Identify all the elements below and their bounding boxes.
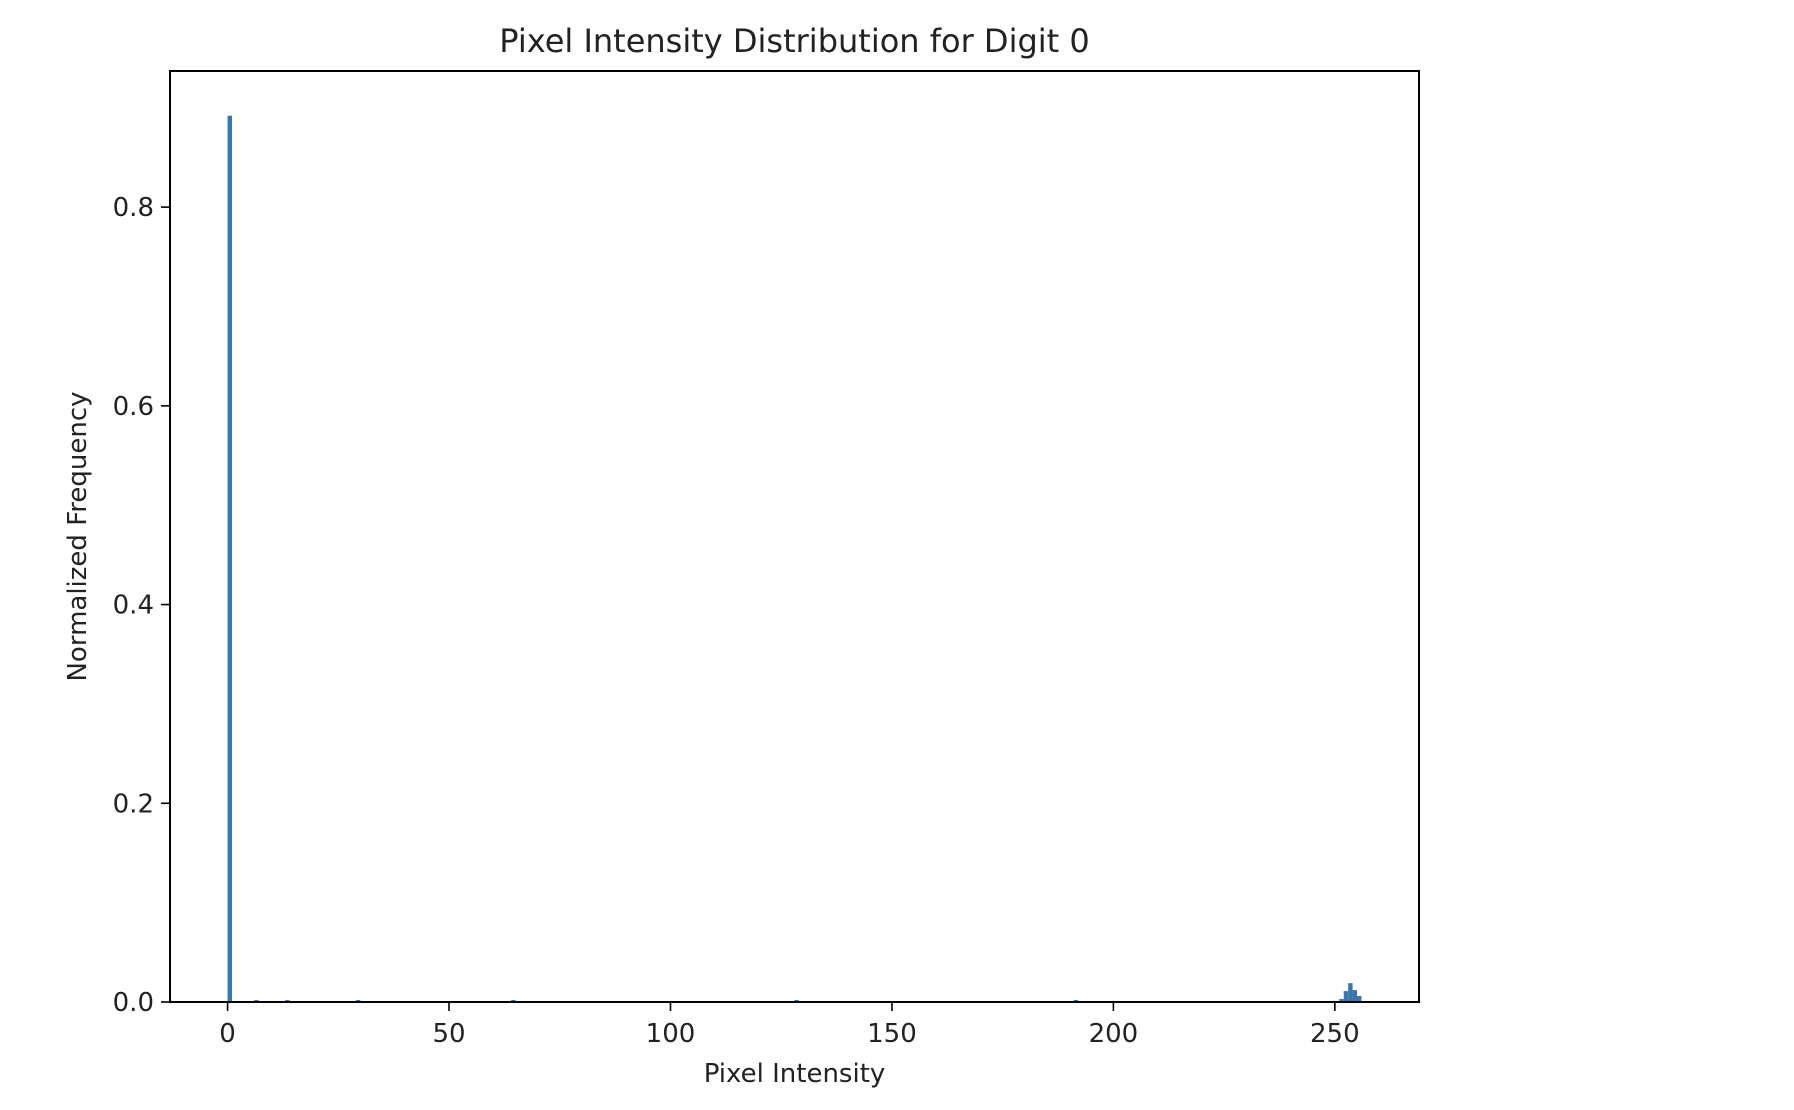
y-tick-label-1: 0.2: [113, 789, 154, 819]
x-tick-label-2: 100: [646, 1019, 696, 1049]
y-tick-label-4: 0.8: [113, 193, 154, 223]
histogram-bar-9: [1348, 983, 1353, 1002]
x-tick-label-0: 0: [219, 1019, 236, 1049]
plot-frame: [169, 70, 1420, 1003]
x-axis-ticks: 0 50 100 150 200 250: [219, 1002, 1360, 1049]
y-tick-label-2: 0.4: [113, 591, 154, 621]
histogram-bar-0: [227, 115, 233, 1002]
bars-layer: [227, 115, 1362, 1002]
histogram-bar-10: [1352, 990, 1357, 1002]
histogram-bar-8: [1343, 991, 1349, 1002]
y-tick-label-0: 0.0: [113, 988, 154, 1018]
x-tick-label-5: 250: [1310, 1019, 1360, 1049]
chart-title: Pixel Intensity Distribution for Digit 0: [499, 22, 1089, 60]
x-tick-label-1: 50: [432, 1019, 465, 1049]
histogram-bar-7: [1339, 999, 1344, 1002]
y-axis-ticks: 0.0 0.2 0.4 0.6 0.8: [113, 193, 170, 1018]
x-tick-label-4: 200: [1089, 1019, 1139, 1049]
histogram-bar-11: [1356, 996, 1362, 1002]
y-axis-label: Normalized Frequency: [63, 391, 93, 681]
x-tick-label-3: 150: [867, 1019, 917, 1049]
y-tick-label-3: 0.6: [113, 392, 154, 422]
x-axis-label: Pixel Intensity: [704, 1059, 886, 1089]
